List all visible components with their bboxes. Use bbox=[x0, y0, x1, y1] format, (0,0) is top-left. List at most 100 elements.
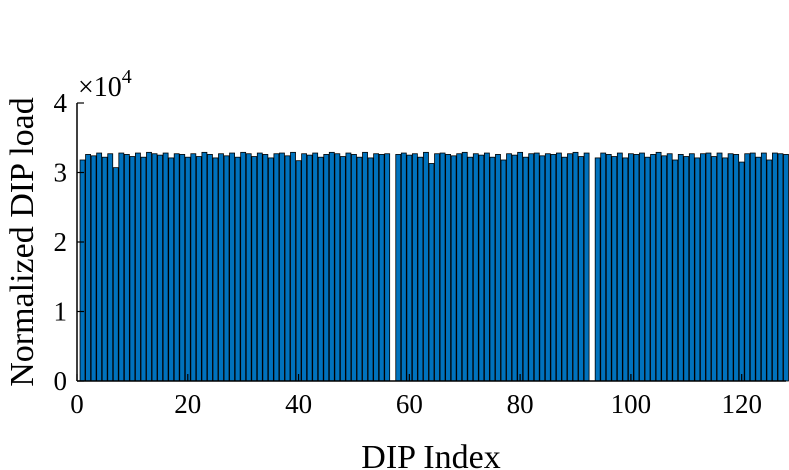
bar-dip-81 bbox=[522, 156, 529, 382]
bar-dip-97 bbox=[611, 156, 618, 382]
bar-dip-98 bbox=[616, 152, 623, 382]
bar-dip-72 bbox=[472, 153, 479, 382]
bar-dip-120 bbox=[738, 161, 745, 382]
bar-dip-11 bbox=[135, 152, 141, 382]
bar-dip-65 bbox=[434, 153, 440, 382]
bar-dip-7 bbox=[112, 167, 119, 382]
bar-dip-111 bbox=[688, 153, 695, 382]
bar-dip-60 bbox=[406, 154, 413, 382]
x-tick-label-60: 60 bbox=[396, 389, 423, 419]
bar-dip-82 bbox=[528, 153, 535, 382]
bar-dip-126 bbox=[772, 152, 778, 382]
x-tick-label-0: 0 bbox=[70, 389, 84, 419]
bar-dip-122 bbox=[749, 152, 756, 382]
bar-dip-63 bbox=[423, 151, 429, 382]
y-tick-label-0: 0 bbox=[54, 366, 68, 396]
bar-dip-71 bbox=[467, 156, 474, 382]
bar-dip-47 bbox=[334, 153, 341, 382]
bar-dip-4 bbox=[96, 152, 103, 382]
bar-dip-107 bbox=[666, 153, 673, 382]
bar-dip-29 bbox=[234, 156, 241, 382]
bar-dip-39 bbox=[290, 151, 296, 382]
y-tick-label-2: 2 bbox=[54, 227, 68, 257]
bar-dip-33 bbox=[256, 152, 263, 382]
bar-dip-66 bbox=[439, 152, 446, 382]
x-tick-label-80: 80 bbox=[507, 389, 534, 419]
bar-dip-106 bbox=[661, 155, 668, 382]
bar-dip-6 bbox=[107, 153, 114, 382]
bar-dip-123 bbox=[755, 156, 762, 382]
bar-dip-53 bbox=[367, 157, 374, 382]
bar-dip-44 bbox=[317, 156, 324, 382]
bar-dip-30 bbox=[240, 151, 247, 382]
bar-dip-105 bbox=[655, 151, 662, 382]
bar-dip-115 bbox=[711, 156, 717, 382]
bar-dip-90 bbox=[572, 151, 579, 382]
bar-dip-36 bbox=[273, 153, 280, 382]
bar-dip-112 bbox=[694, 157, 701, 382]
bar-dip-21 bbox=[190, 153, 197, 382]
bar-dip-62 bbox=[417, 156, 424, 382]
bar-dip-46 bbox=[328, 151, 335, 382]
bar-dip-43 bbox=[312, 152, 319, 382]
bar-dip-64 bbox=[428, 163, 435, 382]
bar-dip-88 bbox=[561, 156, 568, 382]
bar-dip-127 bbox=[777, 153, 784, 382]
bar-dip-32 bbox=[251, 156, 258, 382]
bar-dip-124 bbox=[760, 152, 767, 382]
bar-dip-114 bbox=[705, 152, 712, 382]
bar-dip-108 bbox=[672, 159, 679, 382]
y-tick-label-4: 4 bbox=[54, 88, 68, 118]
bar-dip-40 bbox=[295, 160, 302, 382]
x-tick-label-40: 40 bbox=[285, 389, 312, 419]
bar-dip-54 bbox=[373, 153, 380, 382]
bar-dip-25 bbox=[212, 157, 219, 382]
bar-dip-86 bbox=[550, 154, 557, 382]
x-tick-label-120: 120 bbox=[721, 389, 762, 419]
bar-dip-55 bbox=[378, 154, 385, 382]
bar-dip-27 bbox=[223, 155, 230, 382]
bar-dip-94 bbox=[594, 157, 601, 382]
bar-dip-118 bbox=[727, 153, 734, 382]
bar-dip-92 bbox=[583, 152, 590, 382]
bar-dip-73 bbox=[478, 154, 485, 382]
bar-dip-50 bbox=[351, 154, 357, 382]
bar-dip-19 bbox=[179, 154, 186, 382]
bars-group bbox=[79, 151, 789, 382]
bar-dip-14 bbox=[151, 153, 158, 382]
bar-dip-37 bbox=[279, 152, 285, 382]
bar-dip-24 bbox=[207, 154, 213, 382]
bar-dip-58 bbox=[395, 154, 402, 382]
bar-dip-31 bbox=[245, 153, 252, 382]
bar-dip-18 bbox=[173, 153, 180, 382]
bar-dip-15 bbox=[157, 154, 163, 382]
bar-dip-117 bbox=[722, 157, 728, 382]
y-tick-label-1: 1 bbox=[54, 297, 68, 327]
bar-dip-16 bbox=[162, 152, 169, 382]
bar-dip-119 bbox=[733, 154, 740, 382]
ticks-group: 0 20 40 60 80 100 120 0 1 2 3 4 bbox=[54, 88, 762, 419]
bar-dip-45 bbox=[323, 154, 330, 382]
x-tick-label-100: 100 bbox=[611, 389, 652, 419]
bar-dip-96 bbox=[605, 154, 612, 382]
bar-dip-42 bbox=[306, 154, 313, 382]
bar-dip-56 bbox=[384, 153, 391, 382]
bar-dip-77 bbox=[500, 159, 507, 382]
bar-dip-22 bbox=[195, 156, 202, 382]
bar-dip-48 bbox=[339, 156, 346, 382]
bar-dip-2 bbox=[85, 154, 91, 382]
bar-dip-1 bbox=[79, 159, 86, 382]
bar-dip-8 bbox=[118, 152, 125, 382]
bar-dip-69 bbox=[456, 153, 463, 382]
bar-dip-38 bbox=[284, 155, 291, 382]
bar-dip-104 bbox=[650, 154, 656, 382]
bar-dip-70 bbox=[461, 151, 468, 382]
bar-dip-102 bbox=[639, 152, 645, 382]
bar-dip-13 bbox=[146, 151, 152, 382]
bar-dip-26 bbox=[218, 153, 224, 382]
bar-dip-87 bbox=[556, 152, 562, 382]
x-axis-label: DIP Index bbox=[361, 439, 500, 470]
bar-dip-68 bbox=[450, 155, 457, 382]
bar-dip-10 bbox=[129, 156, 136, 382]
bar-dip-99 bbox=[622, 157, 629, 382]
